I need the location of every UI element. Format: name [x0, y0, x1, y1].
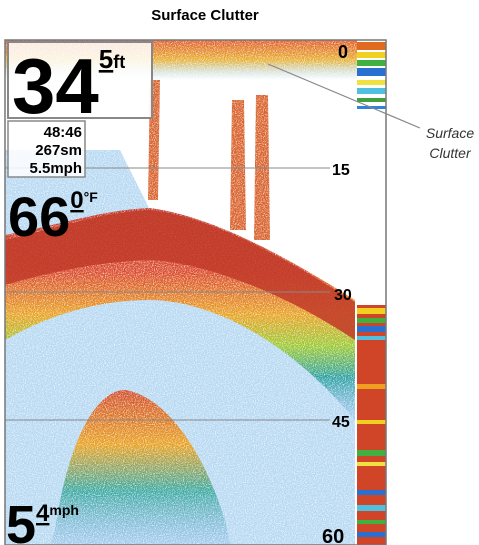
- temperature-value: 66: [8, 185, 70, 248]
- page: Surface Clutter: [0, 0, 479, 545]
- depth-tenths: 5: [99, 44, 113, 74]
- speed-tenths: 4: [36, 500, 50, 527]
- info-distance: 267sm: [35, 142, 82, 159]
- speed-unit: mph: [49, 502, 79, 518]
- depth-unit: ft: [113, 52, 125, 72]
- depth-value: 34: [12, 42, 99, 130]
- depth-label: 60: [322, 526, 344, 545]
- callout-text: Clutter: [429, 145, 472, 161]
- depth-label: 15: [332, 162, 350, 179]
- depth-label: 45: [332, 414, 350, 431]
- info-speed: 5.5mph: [29, 160, 82, 177]
- callout-text: Surface: [426, 125, 474, 141]
- title: Surface Clutter: [151, 7, 259, 24]
- speed-value: 5: [6, 495, 36, 545]
- info-time: 48:46: [44, 124, 82, 141]
- temperature-unit: °F: [84, 189, 99, 205]
- screenshot: Surface Clutter: [0, 0, 479, 545]
- temperature-tenths: 0: [70, 187, 83, 214]
- depth-label: 30: [334, 287, 352, 304]
- depth-label: 0: [338, 42, 348, 62]
- color-bar: [357, 40, 386, 545]
